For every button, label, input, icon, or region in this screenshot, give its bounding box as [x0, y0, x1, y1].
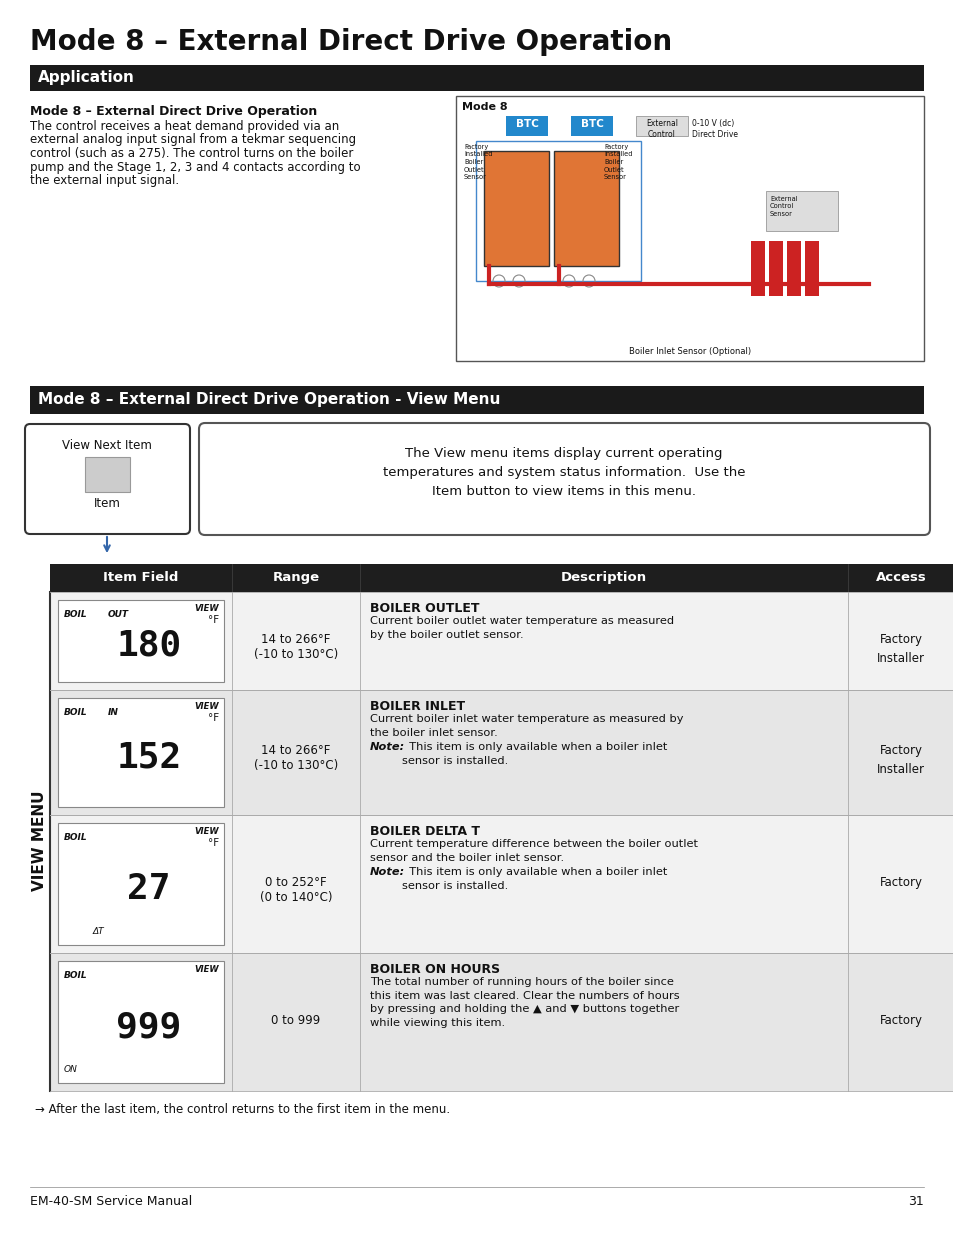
Text: View Next Item: View Next Item — [62, 438, 152, 452]
Bar — [456, 96, 923, 361]
Text: ΔT: ΔT — [92, 927, 105, 936]
Bar — [554, 151, 618, 266]
Text: 14 to 266°F: 14 to 266°F — [261, 743, 331, 757]
Bar — [483, 151, 548, 266]
Text: Current boiler inlet water temperature as measured by
the boiler inlet sensor.: Current boiler inlet water temperature a… — [370, 714, 682, 737]
Bar — [58, 823, 224, 945]
Text: 27: 27 — [127, 872, 171, 906]
Text: VIEW MENU: VIEW MENU — [32, 790, 48, 892]
Text: Mode 8: Mode 8 — [461, 103, 507, 112]
Text: This item is only available when a boiler inlet
sensor is installed.: This item is only available when a boile… — [401, 742, 667, 766]
Text: BOILER ON HOURS: BOILER ON HOURS — [370, 963, 499, 976]
Text: (-10 to 130°C): (-10 to 130°C) — [253, 760, 337, 772]
Polygon shape — [768, 241, 782, 296]
Text: °F: °F — [208, 839, 219, 848]
Text: External
Control: External Control — [645, 119, 678, 140]
Text: BTC: BTC — [580, 119, 603, 128]
Bar — [636, 116, 687, 136]
Text: BOIL: BOIL — [64, 708, 88, 718]
Bar — [50, 564, 953, 592]
Text: 152: 152 — [116, 740, 181, 774]
Text: BOILER DELTA T: BOILER DELTA T — [370, 825, 479, 839]
Text: (0 to 140°C): (0 to 140°C) — [259, 890, 332, 904]
Text: (-10 to 130°C): (-10 to 130°C) — [253, 648, 337, 661]
Bar — [58, 698, 224, 806]
Text: 31: 31 — [907, 1195, 923, 1208]
Text: Boiler Inlet Sensor (Optional): Boiler Inlet Sensor (Optional) — [628, 347, 750, 356]
Bar — [58, 600, 224, 682]
Bar — [476, 141, 640, 282]
FancyBboxPatch shape — [199, 424, 929, 535]
Bar — [50, 690, 953, 815]
Text: BOILER INLET: BOILER INLET — [370, 700, 465, 713]
Text: 0-10 V (dc)
Direct Drive: 0-10 V (dc) Direct Drive — [691, 119, 738, 140]
Text: 0 to 999: 0 to 999 — [271, 1014, 320, 1028]
Text: Factory: Factory — [879, 1014, 922, 1028]
Bar — [58, 961, 224, 1083]
Text: external analog input signal from a tekmar sequencing: external analog input signal from a tekm… — [30, 133, 355, 147]
Text: Factory
Installer: Factory Installer — [876, 634, 924, 664]
Text: 0 to 252°F: 0 to 252°F — [265, 876, 327, 889]
Bar — [30, 65, 923, 91]
Text: Mode 8 – External Direct Drive Operation - View Menu: Mode 8 – External Direct Drive Operation… — [38, 391, 500, 408]
Text: Factory: Factory — [879, 876, 922, 889]
Bar — [30, 387, 923, 414]
Text: This item is only available when a boiler inlet
sensor is installed.: This item is only available when a boile… — [401, 867, 667, 890]
Text: Note:: Note: — [370, 867, 405, 877]
Text: pump and the Stage 1, 2, 3 and 4 contacts according to: pump and the Stage 1, 2, 3 and 4 contact… — [30, 161, 360, 173]
FancyBboxPatch shape — [25, 424, 190, 534]
Text: EM-40-SM Service Manual: EM-40-SM Service Manual — [30, 1195, 193, 1208]
Polygon shape — [750, 241, 764, 296]
Text: Item Field: Item Field — [103, 571, 178, 584]
Text: Application: Application — [38, 70, 134, 85]
Text: VIEW: VIEW — [194, 701, 219, 711]
Text: Note:: Note: — [370, 742, 405, 752]
Bar — [571, 116, 613, 136]
Text: BOIL: BOIL — [64, 610, 88, 619]
Text: The View menu items display current operating
temperatures and system status inf: The View menu items display current oper… — [382, 447, 744, 498]
Text: → After the last item, the control returns to the first item in the menu.: → After the last item, the control retur… — [35, 1103, 450, 1116]
Text: control (such as a 275). The control turns on the boiler: control (such as a 275). The control tur… — [30, 147, 353, 161]
Bar — [50, 953, 953, 1091]
Text: BTC: BTC — [515, 119, 537, 128]
Bar — [765, 191, 837, 231]
Text: Description: Description — [560, 571, 646, 584]
Bar — [50, 815, 953, 953]
Text: 999: 999 — [116, 1010, 181, 1044]
Text: BOIL: BOIL — [64, 971, 88, 981]
Text: The total number of running hours of the boiler since
this item was last cleared: The total number of running hours of the… — [370, 977, 679, 1028]
Text: Current boiler outlet water temperature as measured
by the boiler outlet sensor.: Current boiler outlet water temperature … — [370, 616, 674, 640]
Bar — [50, 592, 953, 690]
Text: Factory
Installer: Factory Installer — [876, 743, 924, 776]
Text: BOIL: BOIL — [64, 832, 88, 842]
Polygon shape — [786, 241, 801, 296]
Text: IN: IN — [108, 708, 119, 718]
Text: Item: Item — [93, 496, 120, 510]
Text: Access: Access — [875, 571, 925, 584]
Text: Range: Range — [273, 571, 319, 584]
Text: Current temperature difference between the boiler outlet
sensor and the boiler i: Current temperature difference between t… — [370, 839, 698, 862]
Text: the external input signal.: the external input signal. — [30, 174, 179, 186]
Text: BOILER OUTLET: BOILER OUTLET — [370, 601, 479, 615]
Text: Mode 8 – External Direct Drive Operation: Mode 8 – External Direct Drive Operation — [30, 105, 317, 119]
Bar — [85, 457, 130, 492]
Text: Mode 8 – External Direct Drive Operation: Mode 8 – External Direct Drive Operation — [30, 28, 672, 56]
Text: External
Control
Sensor: External Control Sensor — [769, 196, 797, 217]
Text: The control receives a heat demand provided via an: The control receives a heat demand provi… — [30, 120, 339, 133]
Text: VIEW: VIEW — [194, 827, 219, 836]
Text: 14 to 266°F: 14 to 266°F — [261, 634, 331, 646]
Text: VIEW: VIEW — [194, 604, 219, 613]
Bar — [505, 116, 547, 136]
Text: °F: °F — [208, 615, 219, 625]
Text: ON: ON — [64, 1065, 78, 1074]
Text: 180: 180 — [116, 629, 181, 663]
Text: Factory
Installed
Boiler
Outlet
Sensor: Factory Installed Boiler Outlet Sensor — [603, 144, 632, 180]
Text: VIEW: VIEW — [194, 965, 219, 974]
Polygon shape — [804, 241, 818, 296]
Text: Factory
Installed
Boiler
Outlet
Sensor: Factory Installed Boiler Outlet Sensor — [463, 144, 492, 180]
Text: °F: °F — [208, 713, 219, 722]
Text: OUT: OUT — [108, 610, 129, 619]
